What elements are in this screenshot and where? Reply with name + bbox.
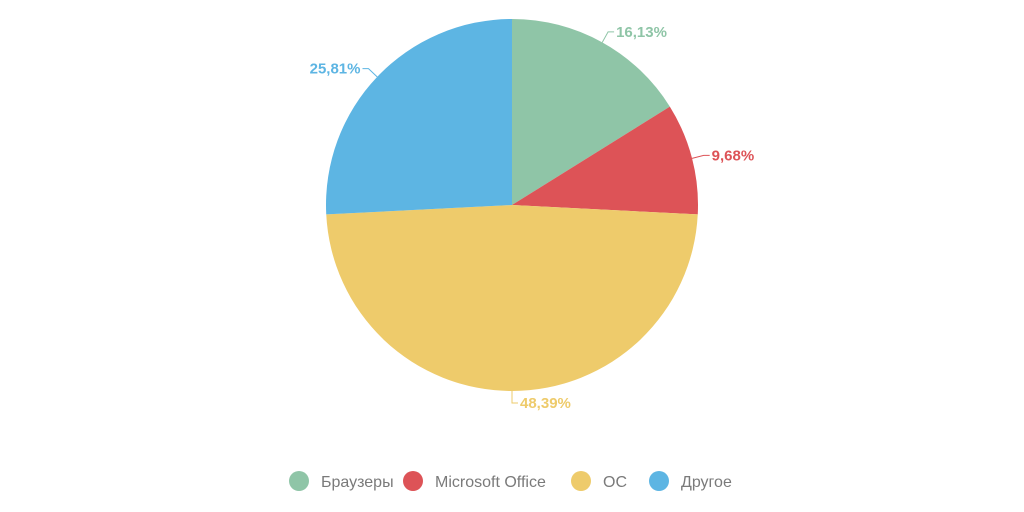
legend-swatch-ос	[571, 471, 591, 491]
pie-slices	[326, 19, 698, 391]
pie-slice-microsoft-office	[512, 106, 698, 215]
legend-label-microsoft-office: Microsoft Office	[435, 474, 546, 491]
legend-item-браузеры: Браузеры	[289, 471, 394, 491]
data-label-microsoft-office: 9,68%	[712, 147, 755, 164]
leader-line-microsoft-office	[691, 154, 710, 159]
pie-slice-браузеры	[512, 19, 670, 205]
legend-label-ос: ОС	[603, 474, 627, 491]
leader-line-другое	[362, 68, 378, 78]
legend-item-microsoft-office: Microsoft Office	[403, 471, 546, 491]
legend-swatch-браузеры	[289, 471, 309, 491]
data-label-ос: 48,39%	[520, 395, 571, 412]
label-leaders	[362, 31, 710, 404]
legend-item-ос: ОС	[571, 471, 627, 491]
data-label-браузеры: 16,13%	[616, 24, 667, 41]
legend-swatch-microsoft-office	[403, 471, 423, 491]
pie-slice-ос	[326, 205, 698, 391]
legend-item-другое: Другое	[649, 471, 732, 491]
leader-line-браузеры	[601, 31, 615, 43]
legend-label-браузеры: Браузеры	[321, 474, 394, 491]
data-label-другое: 25,81%	[310, 61, 361, 78]
pie-slice-другое	[326, 19, 512, 215]
legend-label-другое: Другое	[681, 474, 732, 491]
data-labels: 16,13% 9,68% 48,39% 25,81%	[310, 24, 755, 412]
leader-line-ос	[511, 391, 518, 404]
legend-swatch-другое	[649, 471, 669, 491]
legend: Браузеры Microsoft Office ОС Другое	[289, 471, 732, 491]
